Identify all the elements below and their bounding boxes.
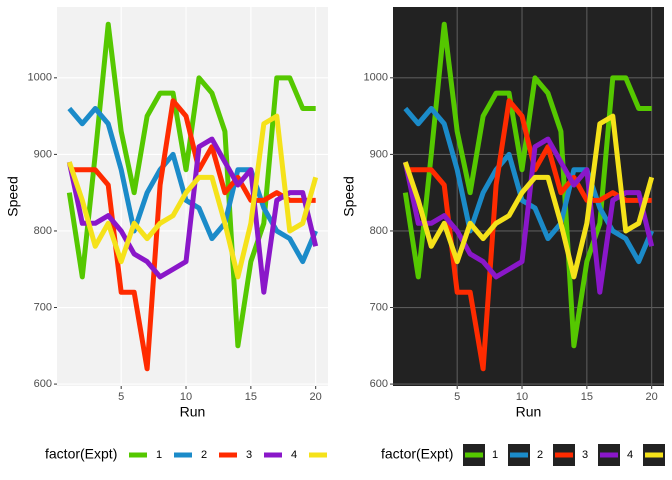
y-tick-label: 700 [370,301,388,313]
x-tick-label: 15 [245,391,257,403]
legend-label: 2 [537,449,543,461]
chart: 600 700 800 900 1000 5 10 15 20 Run Speed factor(Ex… [341,7,665,466]
x-tick-label: 5 [118,391,124,403]
x-axis-title: Run [180,404,206,420]
y-tick-label: 1000 [28,72,52,84]
series-line [69,98,316,372]
x-axis-title: Run [516,404,542,420]
y-axis-title: Speed [341,176,357,216]
legend-label: 3 [582,449,588,461]
x-tick-label: 15 [581,391,593,403]
y-tick-label: 900 [34,148,52,160]
legend-title: factor(Expt) [381,446,453,462]
y-tick-label: 700 [34,301,52,313]
y-tick-label: 800 [370,225,388,237]
x-tick-label: 10 [516,391,528,403]
y-tick-label: 600 [370,378,388,390]
series-line [402,136,655,295]
y-axis-title: Speed [5,176,21,216]
legend-label: 1 [492,449,498,461]
legend-label: 1 [156,449,162,461]
series-line [402,113,655,280]
chart: 600 700 800 900 1000 5 10 15 20 Run Speed factor(Ex… [4,7,328,462]
series-line [66,113,319,280]
legend-label: 4 [291,449,297,461]
y-tick-label: 1000 [364,72,388,84]
series-line [405,98,652,372]
legend-label: 2 [201,449,207,461]
x-tick-label: 10 [180,391,192,403]
y-tick-label: 900 [370,148,388,160]
series-line [66,21,316,349]
y-tick-label: 600 [34,378,52,390]
legend-title: factor(Expt) [45,446,117,462]
legend-label: 3 [246,449,252,461]
legend-label: 4 [627,449,633,461]
x-tick-label: 20 [646,391,658,403]
series-line [66,136,319,295]
x-tick-label: 5 [454,391,460,403]
series-line [402,21,652,349]
y-tick-label: 800 [34,225,52,237]
x-tick-label: 20 [310,391,322,403]
